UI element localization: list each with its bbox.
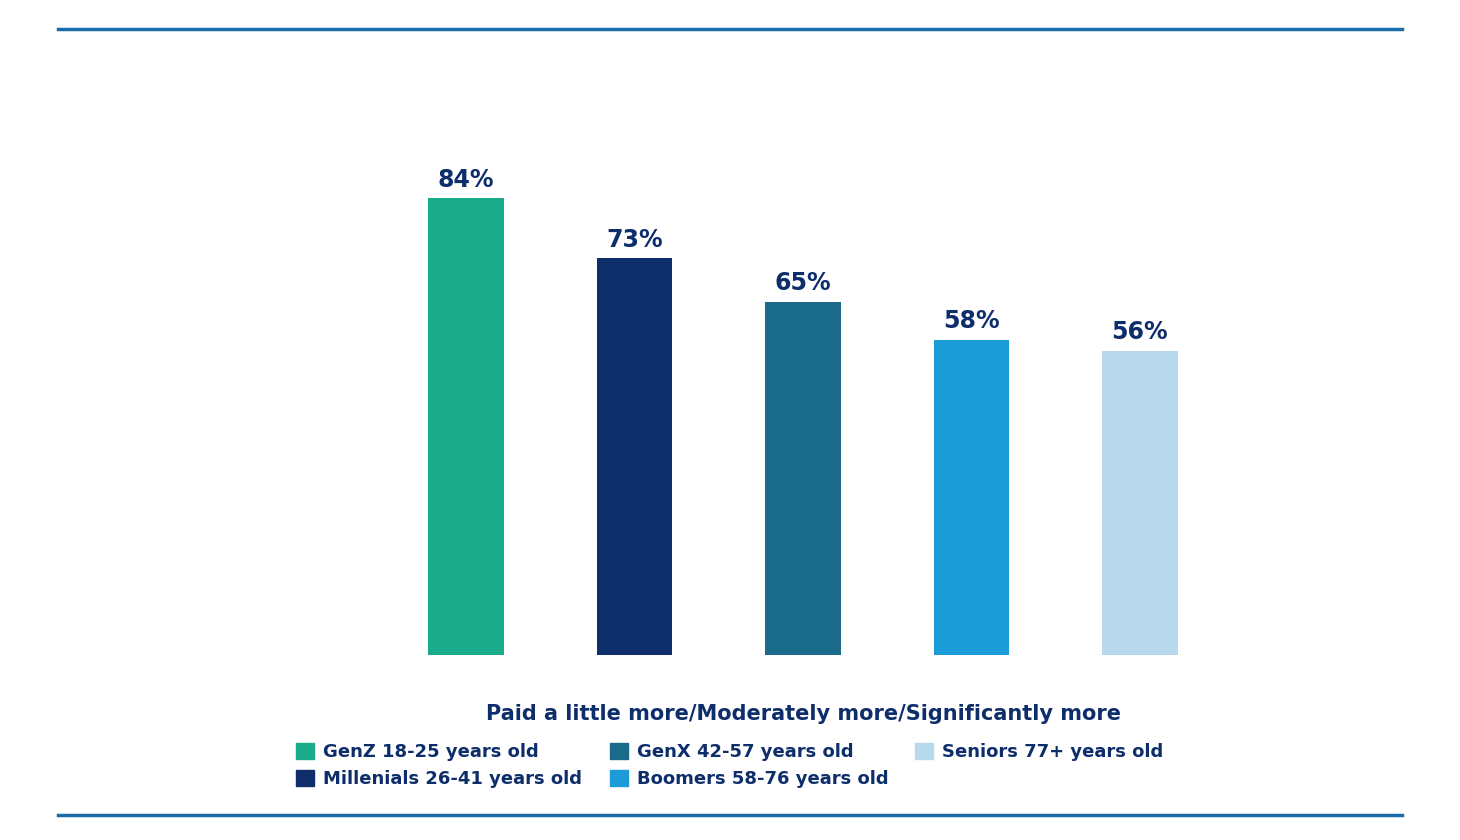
Bar	[933, 339, 1009, 655]
Text: Paid a little more/Moderately more/Significantly more: Paid a little more/Moderately more/Signi…	[486, 704, 1120, 724]
Bar	[597, 258, 673, 655]
Text: 84%: 84%	[438, 168, 495, 192]
Text: 65%: 65%	[775, 271, 831, 295]
Bar	[765, 302, 841, 655]
Bar	[428, 198, 504, 655]
Text: 73%: 73%	[606, 228, 663, 251]
Text: 56%: 56%	[1111, 320, 1168, 344]
Bar	[1102, 350, 1178, 655]
Legend: GenZ 18-25 years old, Millenials 26-41 years old, GenX 42-57 years old, Boomers : GenZ 18-25 years old, Millenials 26-41 y…	[288, 734, 1172, 797]
Text: 58%: 58%	[943, 309, 1000, 333]
